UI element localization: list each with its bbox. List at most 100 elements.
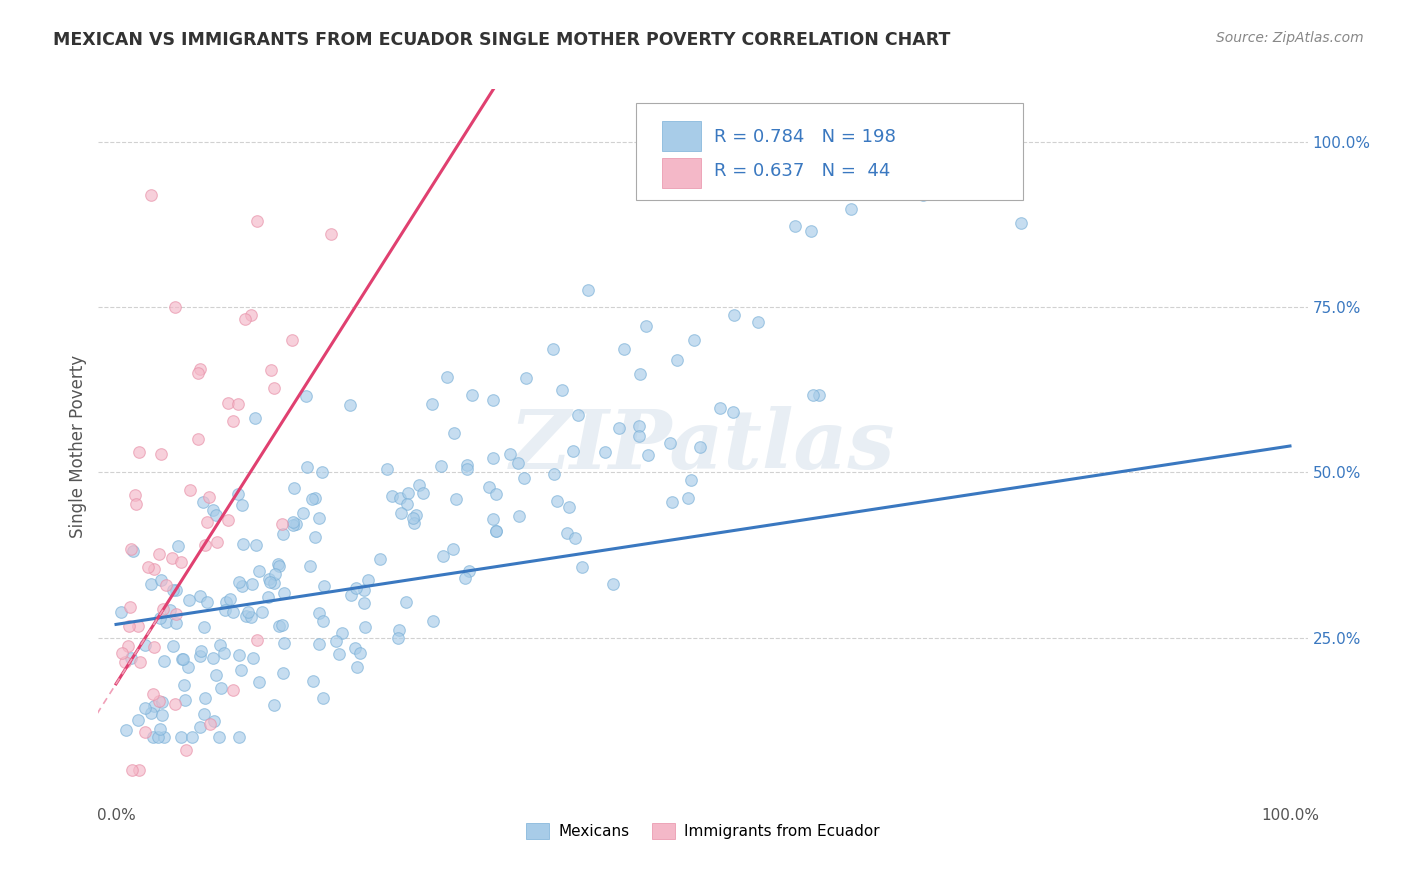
- Point: [281, 333, 304, 347]
- Point: [659, 436, 682, 450]
- FancyBboxPatch shape: [662, 158, 700, 187]
- Point: [446, 491, 468, 506]
- Legend: Mexicans, Immigrants from Ecuador: Mexicans, Immigrants from Ecuador: [520, 817, 886, 845]
- Point: [152, 654, 174, 668]
- Point: [482, 512, 505, 526]
- Point: [195, 594, 218, 608]
- Point: [252, 605, 274, 619]
- Point: [402, 510, 425, 524]
- Point: [115, 723, 138, 737]
- Point: [231, 498, 253, 512]
- Point: [259, 574, 281, 589]
- Point: [142, 687, 165, 701]
- Point: [141, 188, 163, 202]
- Point: [120, 541, 142, 556]
- Point: [354, 620, 377, 634]
- Point: [190, 644, 212, 658]
- Point: [129, 656, 152, 670]
- Point: [194, 538, 217, 552]
- Point: [609, 421, 631, 435]
- Point: [800, 224, 823, 238]
- Point: [271, 517, 294, 532]
- Point: [665, 353, 688, 368]
- Point: [297, 460, 319, 475]
- Point: [193, 706, 215, 721]
- Point: [346, 659, 368, 673]
- Point: [149, 447, 172, 461]
- Point: [205, 534, 228, 549]
- Point: [498, 447, 520, 461]
- Point: [271, 527, 294, 541]
- Point: [273, 586, 295, 600]
- Point: [308, 607, 330, 621]
- Point: [228, 575, 250, 590]
- Point: [152, 602, 174, 616]
- Point: [420, 397, 443, 411]
- Point: [679, 473, 702, 487]
- Point: [430, 459, 453, 474]
- Point: [143, 640, 166, 654]
- Point: [515, 371, 537, 385]
- Point: [485, 524, 508, 538]
- Point: [912, 188, 935, 202]
- Point: [270, 618, 292, 632]
- Point: [595, 445, 617, 459]
- Point: [208, 638, 231, 652]
- Point: [311, 465, 333, 479]
- Point: [312, 579, 335, 593]
- Point: [321, 227, 343, 241]
- Point: [485, 524, 508, 538]
- Point: [402, 516, 425, 531]
- Point: [242, 651, 264, 665]
- Point: [558, 500, 581, 514]
- Point: [134, 638, 156, 652]
- Point: [142, 730, 165, 744]
- Point: [396, 497, 419, 511]
- Point: [226, 397, 249, 411]
- Point: [302, 673, 325, 688]
- Point: [267, 559, 290, 574]
- Point: [179, 483, 201, 497]
- Point: [170, 730, 193, 744]
- Point: [117, 639, 139, 653]
- Point: [208, 730, 231, 744]
- Point: [153, 730, 176, 744]
- Point: [387, 631, 409, 645]
- Point: [723, 308, 745, 322]
- Point: [228, 648, 250, 662]
- Point: [188, 589, 211, 603]
- Point: [508, 456, 530, 470]
- Point: [571, 559, 593, 574]
- Point: [187, 367, 209, 381]
- Point: [747, 315, 769, 329]
- Point: [148, 730, 170, 744]
- Point: [482, 393, 505, 408]
- Point: [148, 694, 170, 708]
- Point: [602, 577, 624, 591]
- Point: [576, 283, 599, 297]
- Point: [149, 611, 172, 625]
- Point: [271, 665, 294, 680]
- Point: [205, 667, 228, 681]
- Point: [142, 562, 165, 576]
- Point: [228, 730, 250, 744]
- Point: [388, 491, 411, 506]
- Point: [187, 432, 209, 446]
- Point: [456, 462, 478, 476]
- Point: [357, 573, 380, 587]
- Point: [330, 626, 353, 640]
- Point: [243, 411, 266, 425]
- Point: [637, 448, 659, 462]
- Point: [561, 444, 583, 458]
- Point: [179, 592, 201, 607]
- Point: [246, 633, 269, 648]
- Point: [198, 716, 221, 731]
- Point: [613, 342, 636, 356]
- Point: [311, 615, 333, 629]
- Point: [136, 559, 159, 574]
- Point: [134, 701, 156, 715]
- Point: [661, 495, 683, 509]
- Y-axis label: Single Mother Poverty: Single Mother Poverty: [69, 354, 87, 538]
- Point: [291, 506, 314, 520]
- Point: [166, 539, 188, 553]
